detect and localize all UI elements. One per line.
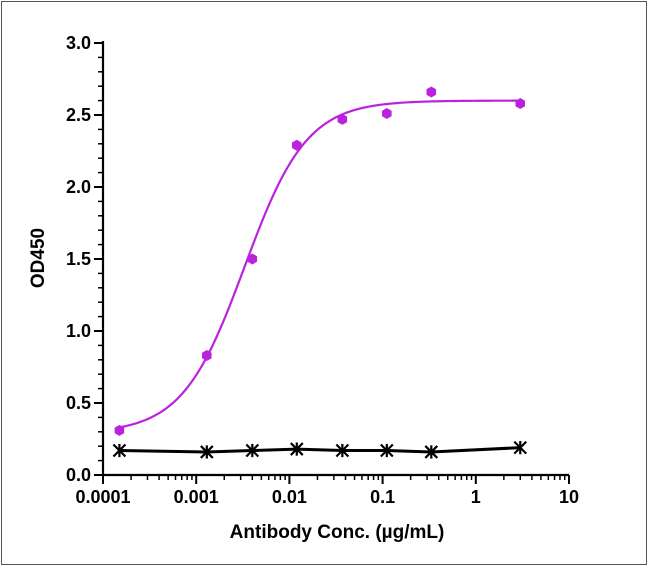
x-tick-label: 10 <box>559 487 579 507</box>
series-1-point <box>513 440 528 455</box>
series-0-point <box>114 424 125 436</box>
series-0-point <box>382 108 392 120</box>
series-0-point <box>292 139 302 151</box>
series-0-curve <box>119 99 521 429</box>
series-1-point <box>290 442 304 456</box>
x-axis-title: Antibody Conc. (µg/mL) <box>230 522 445 543</box>
y-tick-label: 1.0 <box>66 321 91 341</box>
x-tick-label: 0.001 <box>174 487 219 507</box>
y-tick-label: 3.0 <box>66 33 91 53</box>
curves <box>119 99 521 454</box>
series-1-point <box>335 443 350 458</box>
x-tick-label: 1 <box>471 487 481 507</box>
points <box>112 86 528 459</box>
y-tick-label: 0.5 <box>66 393 91 413</box>
series-1-curve <box>119 446 521 454</box>
series-1-point <box>424 445 439 459</box>
series-1-point <box>245 443 260 458</box>
y-axis-title: OD450 <box>28 228 49 288</box>
series-0-point <box>515 97 526 109</box>
y-tick-label: 0.0 <box>66 465 91 485</box>
x-tick-label: 0.01 <box>272 487 307 507</box>
x-tick-label: 0.0001 <box>75 487 130 507</box>
series-0-point <box>337 113 348 125</box>
series-0-point <box>202 349 212 361</box>
y-tick-label: 1.5 <box>66 249 91 269</box>
axes <box>101 41 569 477</box>
ticks: 0.0 0.5 1.0 1.5 2.0 2.5 3.0 0.0001 0.001 0.01 0.1 1… <box>66 33 579 507</box>
series-0-point <box>426 86 437 98</box>
y-tick-label: 2.0 <box>66 177 91 197</box>
series-1-point <box>112 443 127 458</box>
y-tick-label: 2.5 <box>66 105 91 125</box>
series-0-point <box>247 253 258 265</box>
series-1-point <box>380 443 394 458</box>
x-tick-label: 0.1 <box>370 487 395 507</box>
series-1-point <box>200 445 214 459</box>
